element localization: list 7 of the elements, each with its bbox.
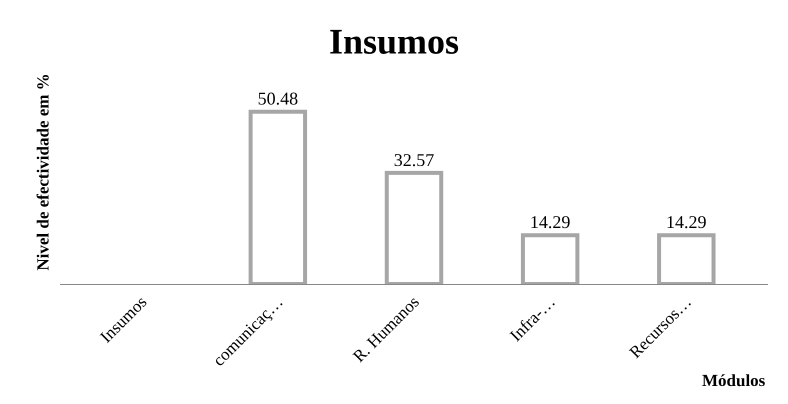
data-label: 50.48 [258, 88, 298, 109]
y-axis-title: Nivel de efectividade em % [34, 73, 53, 271]
chart-title: Insumos [328, 21, 460, 62]
data-label: 32.57 [394, 150, 434, 170]
x-axis-title: Módulos [702, 371, 766, 390]
data-label: 14.29 [666, 212, 707, 232]
data-label: 14.29 [530, 212, 570, 232]
